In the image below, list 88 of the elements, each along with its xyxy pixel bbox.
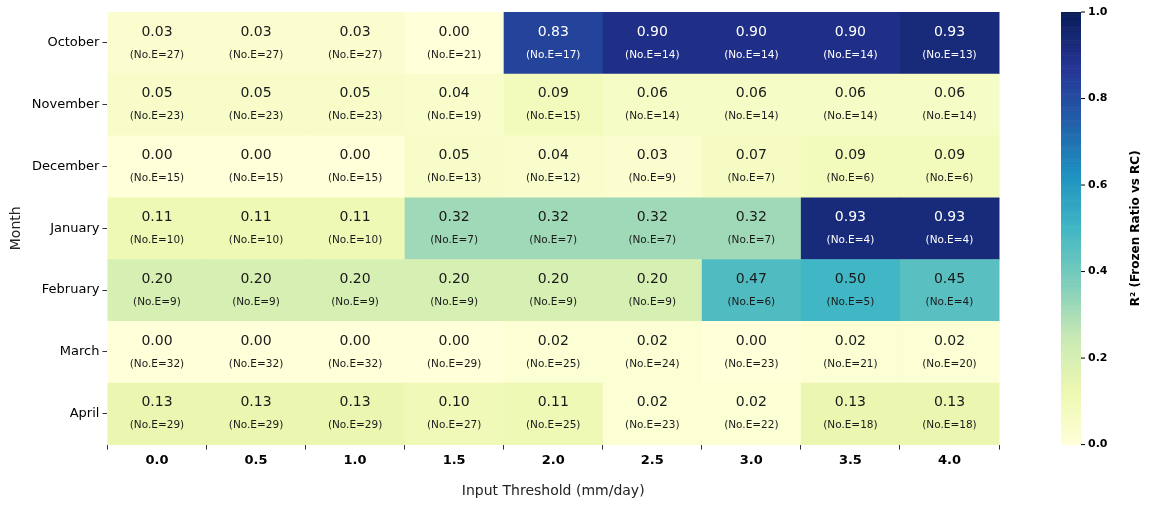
data-label: 0.03 (No.E=9) [628, 146, 677, 184]
color-bar-label: 0.8 [1088, 91, 1108, 105]
data-label: 0.00 (No.E=32) [327, 331, 383, 369]
data-label: 0.05 (No.E=23) [228, 84, 284, 122]
data-label: 0.13 (No.E=18) [922, 393, 977, 431]
data-label: 0.10 (No.E=27) [426, 393, 482, 431]
data-label: 0.11 (No.E=25) [526, 393, 581, 431]
data-label: 0.13 (No.E=29) [327, 393, 383, 431]
data-label: 0.20 (No.E=9) [529, 269, 578, 307]
color-bar-label: 1.0 [1088, 4, 1108, 18]
color-bar-title: R² (Frozen Ratio vs RC) [1128, 150, 1143, 307]
data-label: 0.00 (No.E=32) [129, 331, 185, 369]
data-label: 0.02 (No.E=25) [526, 331, 581, 369]
data-label: 0.05 (No.E=23) [129, 84, 185, 122]
x-tick-label: 0.5 [244, 451, 268, 467]
data-label: 0.06 (No.E=14) [823, 84, 878, 122]
data-label: 0.20 (No.E=9) [232, 269, 280, 307]
x-tick-label: 1.0 [343, 451, 367, 467]
data-label: 0.32 (No.E=7) [727, 207, 776, 246]
data-label: 0.07 (No.E=7) [727, 146, 776, 184]
data-label: 0.00 (No.E=23) [724, 331, 779, 369]
data-label: 0.02 (No.E=24) [625, 331, 680, 369]
data-label: 0.83 (No.E=17) [526, 22, 581, 60]
data-label: 0.05 (No.E=13) [426, 146, 482, 184]
data-label: 0.45 (No.E=4) [925, 269, 974, 307]
data-label: 0.06 (No.E=14) [625, 84, 680, 122]
data-label: 0.03 (No.E=27) [327, 22, 383, 60]
x-tick-label: 1.5 [442, 451, 466, 467]
data-label: 0.47 (No.E=6) [727, 269, 776, 307]
y-tick-label: December [32, 157, 101, 173]
data-label: 0.03 (No.E=27) [228, 22, 284, 60]
y-tick-label: November [31, 96, 101, 112]
data-label: 0.09 (No.E=6) [826, 146, 875, 184]
y-axis-title: Month [7, 206, 24, 251]
data-label: 0.09 (No.E=6) [925, 146, 974, 184]
x-tick-label: 4.0 [937, 451, 961, 467]
data-label: 0.90 (No.E=14) [724, 22, 779, 60]
data-label: 0.32 (No.E=7) [529, 207, 578, 246]
data-label: 0.02 (No.E=23) [625, 393, 680, 431]
y-tick-label: April [69, 405, 100, 421]
data-label: 0.32 (No.E=7) [430, 207, 479, 246]
color-bar-label: 0.4 [1088, 264, 1108, 278]
data-label: 0.13 (No.E=29) [228, 393, 284, 431]
data-label: 0.06 (No.E=14) [922, 84, 977, 122]
x-tick-label: 0.0 [145, 451, 169, 467]
color-bar-label: 0.2 [1088, 350, 1108, 364]
data-label: 0.93 (No.E=13) [922, 22, 977, 60]
data-label: 0.00 (No.E=32) [228, 331, 284, 369]
data-label: 0.04 (No.E=12) [526, 146, 581, 184]
x-tick-label: 3.5 [838, 451, 862, 467]
data-label: 0.03 (No.E=27) [129, 22, 185, 60]
data-label: 0.32 (No.E=7) [628, 207, 677, 246]
x-tick-label: 2.5 [640, 451, 664, 467]
y-tick-label: January [49, 219, 100, 235]
data-label: 0.11 (No.E=10) [327, 207, 383, 246]
data-label: 0.00 (No.E=29) [426, 331, 482, 369]
data-label: 0.90 (No.E=14) [625, 22, 680, 60]
data-label: 0.13 (No.E=18) [823, 393, 878, 431]
y-tick-label: March [59, 343, 100, 359]
data-label: 0.20 (No.E=9) [133, 269, 181, 307]
y-tick-label: October [47, 34, 101, 50]
data-label: 0.00 (No.E=21) [426, 22, 482, 60]
data-label: 0.11 (No.E=10) [228, 207, 284, 246]
x-axis-title: Input Threshold (mm/day) [461, 482, 645, 499]
data-label: 0.11 (No.E=10) [129, 207, 185, 246]
color-bar-label: 0.6 [1088, 177, 1108, 191]
data-label: 0.09 (No.E=15) [526, 84, 581, 122]
data-label: 0.00 (No.E=15) [129, 146, 185, 184]
data-label: 0.02 (No.E=21) [823, 331, 878, 369]
data-label: 0.02 (No.E=22) [724, 393, 779, 431]
data-label: 0.06 (No.E=14) [724, 84, 779, 122]
data-label: 0.93 (No.E=4) [925, 207, 974, 246]
x-tick-label: 2.0 [541, 451, 565, 467]
data-label: 0.00 (No.E=15) [327, 146, 383, 184]
data-label: 0.20 (No.E=9) [628, 269, 677, 307]
data-label: 0.90 (No.E=14) [823, 22, 878, 60]
data-label: 0.50 (No.E=5) [826, 269, 875, 307]
data-label: 0.00 (No.E=15) [228, 146, 284, 184]
color-bar-label: 0.0 [1088, 437, 1108, 451]
data-label: 0.20 (No.E=9) [430, 269, 479, 307]
data-label: 0.20 (No.E=9) [331, 269, 379, 307]
data-label: 0.04 (No.E=19) [426, 84, 482, 122]
y-tick-label: February [41, 281, 100, 297]
data-label: 0.05 (No.E=23) [327, 84, 383, 122]
x-tick-label: 3.0 [739, 451, 763, 467]
data-label: 0.02 (No.E=20) [922, 331, 977, 369]
data-label: 0.93 (No.E=4) [826, 207, 875, 246]
data-label: 0.13 (No.E=29) [129, 393, 185, 431]
